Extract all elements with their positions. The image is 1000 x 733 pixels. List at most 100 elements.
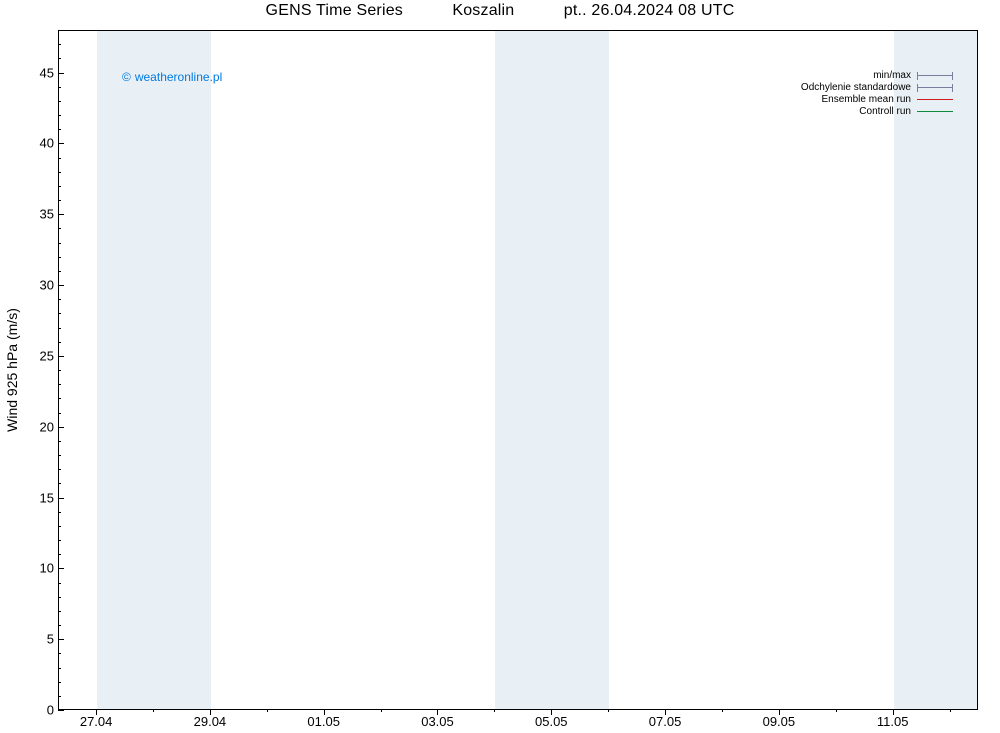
legend-entry: min/max bbox=[801, 70, 953, 82]
y-tick-mark-minor bbox=[58, 540, 61, 541]
legend-swatch bbox=[917, 72, 953, 80]
chart-title: GENS Time Series Koszalin pt.. 26.04.202… bbox=[0, 2, 1000, 20]
x-axis-ticks: 27.04 29.04 01.05 03.05 05.05 07.05 09.05 11.05 bbox=[58, 710, 978, 730]
y-tick-label: 20 bbox=[0, 419, 54, 434]
y-tick-label: 45 bbox=[0, 65, 54, 80]
y-tick-mark-minor bbox=[58, 384, 61, 385]
y-tick-mark-minor bbox=[58, 526, 61, 527]
x-tick-label: 09.05 bbox=[763, 714, 796, 729]
y-tick-mark-minor bbox=[58, 653, 61, 654]
y-tick-mark bbox=[58, 73, 64, 74]
y-tick-mark-minor bbox=[58, 158, 61, 159]
x-tick-label: 11.05 bbox=[877, 714, 909, 729]
x-tick-mark bbox=[324, 709, 325, 715]
x-tick-mark-minor bbox=[267, 709, 268, 712]
title-model: GENS Time Series bbox=[266, 2, 403, 19]
y-tick-mark-minor bbox=[58, 58, 61, 59]
legend-label: Ensemble mean run bbox=[822, 94, 912, 106]
y-tick-mark-minor bbox=[58, 413, 61, 414]
y-tick-label: 40 bbox=[0, 136, 54, 151]
y-tick-mark-minor bbox=[58, 243, 61, 244]
y-tick-label: 15 bbox=[0, 490, 54, 505]
y-tick-mark-minor bbox=[58, 313, 61, 314]
y-tick-mark bbox=[58, 568, 64, 569]
x-tick-mark bbox=[210, 709, 211, 715]
legend-swatch bbox=[917, 84, 953, 92]
watermark: © weatheronline.pl bbox=[122, 70, 222, 84]
copyright-icon: © bbox=[122, 70, 131, 84]
y-tick-label: 25 bbox=[0, 348, 54, 363]
y-tick-mark-minor bbox=[58, 455, 61, 456]
y-tick-mark-minor bbox=[58, 200, 61, 201]
y-tick-mark-minor bbox=[58, 172, 61, 173]
y-tick-mark-minor bbox=[58, 101, 61, 102]
y-tick-mark-minor bbox=[58, 228, 61, 229]
x-tick-mark bbox=[893, 709, 894, 715]
legend-label: min/max bbox=[873, 70, 911, 82]
y-tick-mark-minor bbox=[58, 271, 61, 272]
x-tick-label: 05.05 bbox=[535, 714, 568, 729]
y-tick-mark-minor bbox=[58, 87, 61, 88]
weekend-band bbox=[97, 31, 211, 709]
legend: min/maxOdchylenie standardoweEnsemble me… bbox=[801, 70, 953, 118]
y-tick-mark-minor bbox=[58, 583, 61, 584]
y-axis-ticks: 051015202530354045 bbox=[0, 30, 54, 710]
legend-label: Odchylenie standardowe bbox=[801, 82, 911, 94]
x-tick-label: 27.04 bbox=[80, 714, 113, 729]
y-tick-mark-minor bbox=[58, 441, 61, 442]
y-tick-mark-minor bbox=[58, 696, 61, 697]
title-location: Koszalin bbox=[452, 2, 514, 19]
y-tick-label: 35 bbox=[0, 207, 54, 222]
x-tick-label: 01.05 bbox=[307, 714, 340, 729]
watermark-text: weatheronline.pl bbox=[135, 70, 222, 84]
y-tick-mark-minor bbox=[58, 129, 61, 130]
y-tick-mark-minor bbox=[58, 611, 61, 612]
x-tick-label: 29.04 bbox=[194, 714, 227, 729]
legend-swatch bbox=[917, 108, 953, 116]
y-tick-mark bbox=[58, 214, 64, 215]
y-tick-mark-minor bbox=[58, 186, 61, 187]
legend-entry: Ensemble mean run bbox=[801, 94, 953, 106]
y-tick-mark-minor bbox=[58, 44, 61, 45]
y-tick-mark-minor bbox=[58, 398, 61, 399]
y-tick-mark-minor bbox=[58, 625, 61, 626]
legend-label: Controll run bbox=[859, 106, 911, 118]
y-tick-mark-minor bbox=[58, 682, 61, 683]
y-tick-mark-minor bbox=[58, 257, 61, 258]
x-tick-label: 07.05 bbox=[649, 714, 682, 729]
x-tick-mark-minor bbox=[722, 709, 723, 712]
weekend-band bbox=[894, 31, 978, 709]
wind-925hpa-chart: GENS Time Series Koszalin pt.. 26.04.202… bbox=[0, 0, 1000, 733]
y-tick-mark bbox=[58, 498, 64, 499]
x-tick-label: 03.05 bbox=[421, 714, 454, 729]
y-tick-mark-minor bbox=[58, 512, 61, 513]
y-tick-mark-minor bbox=[58, 328, 61, 329]
y-tick-mark-minor bbox=[58, 483, 61, 484]
y-tick-mark-minor bbox=[58, 597, 61, 598]
y-tick-mark bbox=[58, 356, 64, 357]
x-tick-mark-minor bbox=[608, 709, 609, 712]
y-tick-mark-minor bbox=[58, 668, 61, 669]
title-datetime: pt.. 26.04.2024 08 UTC bbox=[564, 2, 735, 19]
weekend-band bbox=[495, 31, 609, 709]
y-tick-mark bbox=[58, 639, 64, 640]
y-tick-label: 10 bbox=[0, 561, 54, 576]
y-tick-mark bbox=[58, 710, 64, 711]
plot-area: © weatheronline.pl min/maxOdchylenie sta… bbox=[58, 30, 978, 710]
legend-swatch bbox=[917, 96, 953, 104]
x-tick-mark-minor bbox=[494, 709, 495, 712]
legend-entry: Controll run bbox=[801, 106, 953, 118]
y-tick-mark bbox=[58, 427, 64, 428]
x-tick-mark-minor bbox=[153, 709, 154, 712]
x-tick-mark bbox=[665, 709, 666, 715]
y-tick-mark bbox=[58, 285, 64, 286]
y-tick-mark bbox=[58, 143, 64, 144]
y-tick-label: 30 bbox=[0, 278, 54, 293]
x-tick-mark bbox=[779, 709, 780, 715]
x-tick-mark bbox=[96, 709, 97, 715]
x-tick-mark-minor bbox=[381, 709, 382, 712]
y-tick-mark-minor bbox=[58, 370, 61, 371]
legend-entry: Odchylenie standardowe bbox=[801, 82, 953, 94]
y-tick-mark-minor bbox=[58, 469, 61, 470]
y-tick-mark-minor bbox=[58, 554, 61, 555]
